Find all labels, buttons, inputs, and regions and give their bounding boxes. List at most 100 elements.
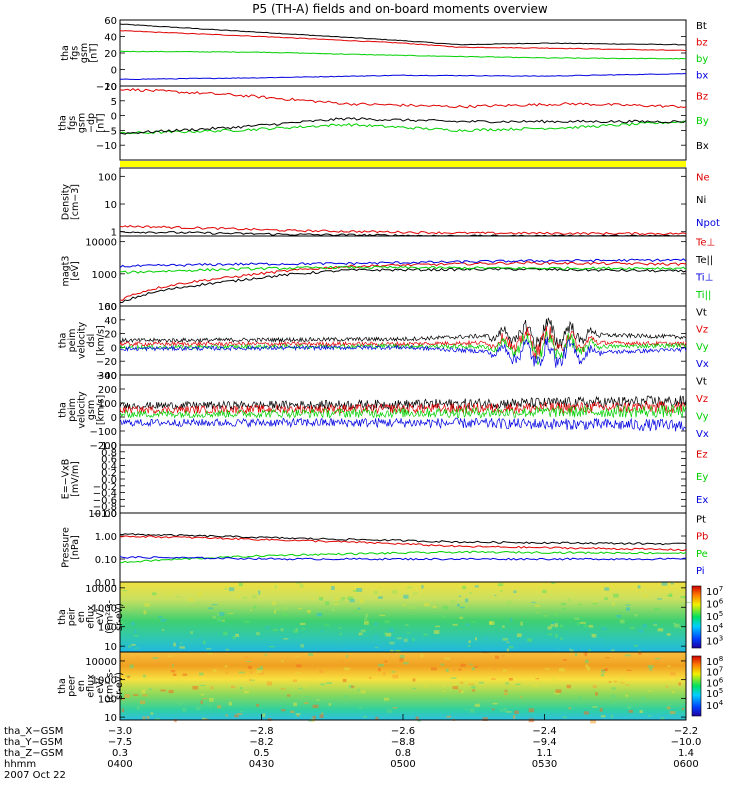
x-annotation-label: tha_Z−GSM (4, 748, 63, 759)
y-axis-label: en (76, 611, 87, 623)
plot-title: P5 (TH-A) fields and on-board moments ov… (252, 2, 548, 16)
y-tick-label: −0.2 (93, 482, 117, 493)
y-axis-label: [nT] (96, 113, 107, 132)
y-axis-label: gsm (77, 113, 88, 133)
legend-fgs-gsm-dp-2: Bx (696, 141, 709, 152)
legend-temperature-2: Ti⊥ (695, 273, 713, 284)
y-tick-label: 0 (111, 413, 117, 424)
legend-efield-2: Ex (696, 495, 708, 506)
legend-temperature-0: Te⊥ (695, 238, 715, 249)
y-axis-label: sr-eV) (114, 603, 125, 631)
legend-velocity-gsm-0: Vt (696, 377, 707, 388)
x-annotation-value: −8.8 (391, 737, 415, 748)
x-annotation-label: tha_X−GSM (4, 726, 63, 737)
legend-velocity-gsm-3: Vx (696, 429, 709, 440)
y-axis-label: tha (57, 609, 68, 625)
x-annotation-value: −7.5 (108, 737, 132, 748)
y-axis-label: peim (67, 329, 78, 353)
legend-temperature-1: Te|| (695, 255, 713, 266)
y-axis-label: velocity (77, 322, 88, 360)
y-axis-label: [eV] (70, 261, 81, 281)
y-axis-label: peer (67, 675, 78, 697)
y-tick-label: −100 (90, 427, 117, 438)
y-tick-label: 60 (104, 302, 117, 313)
y-tick-label: 200 (98, 385, 117, 396)
y-tick-label: −0.4 (93, 489, 117, 500)
y-axis-label: (cm²-s- (105, 600, 116, 634)
colorbar-tick-label: 104 (706, 622, 724, 635)
series-fgs-gsm-bz (119, 30, 687, 52)
y-axis-label: −dp (86, 113, 97, 133)
y-tick-label: −200 (90, 441, 117, 452)
colorbar-tick-label: 106 (706, 597, 724, 610)
y-tick-label: 10.00 (88, 509, 117, 520)
x-axis-annotation: tha_X−GSM −3.0 −2.8 −2.6 −2.4 −2.2 tha_Y−GSM −7… (4, 714, 701, 781)
y-tick-label: 100 (98, 172, 117, 183)
y-axis-label: gsm (79, 43, 90, 63)
y-axis-label: [km/s] (96, 395, 107, 425)
y-tick-label: −0.6 (93, 495, 117, 506)
legend-velocity-dsl-3: Vx (696, 359, 709, 370)
y-axis-label: [nT] (88, 43, 99, 62)
y-axis-label: en (76, 680, 87, 692)
state-bar-fill (120, 161, 686, 167)
y-tick-label: 10 (104, 642, 117, 653)
series-pressure-Pt (119, 533, 687, 546)
legend-density-2: Npot (696, 218, 720, 229)
y-tick-label: 20 (104, 49, 117, 60)
y-tick-label: −20 (96, 357, 117, 368)
y-tick-label: 60 (104, 16, 117, 27)
panel-efield: 1.00.80.60.40.20.0−0.2−0.4−0.6−0.8−1.0 E=… (60, 441, 708, 520)
y-tick-label: −40 (96, 371, 117, 382)
y-tick-label: 20 (104, 330, 117, 341)
legend-temperature-3: Ti|| (695, 290, 711, 301)
x-annotation-value: −2.4 (532, 726, 556, 737)
legend-fgs-gsm-dp-0: Bz (696, 92, 708, 103)
legend-pressure-2: Pe (696, 549, 708, 560)
pressure-frame (119, 512, 687, 583)
y-axis-label: dsl (86, 334, 97, 348)
y-tick-label: 1.00 (95, 532, 117, 543)
x-annotation-value: 1.4 (678, 748, 694, 759)
y-axis-label: E=−VxB (60, 459, 71, 500)
legend-density-1: Ni (696, 195, 706, 206)
series-velocity-dsl-Vx (119, 336, 687, 368)
series-pressure-Pb (119, 535, 687, 552)
y-tick-label: 100 (98, 302, 117, 313)
panel-temperature: 10000 1000 100 magt3[eV] Te⊥ Te|| Ti⊥ Ti|| (60, 235, 715, 313)
x-annotation-value: 0.8 (395, 748, 411, 759)
y-tick-label: 10000 (85, 584, 117, 595)
legend-density-0: Ne (696, 172, 710, 183)
series-fgs-gsm-by (119, 50, 687, 60)
y-tick-label: 40 (104, 316, 117, 327)
series-velocity-dsl-Vz (119, 325, 687, 359)
legend-fgs-gsm-3: bx (696, 71, 708, 82)
series-density-Ne (119, 224, 687, 236)
x-annotation-value: −2.6 (391, 726, 415, 737)
y-axis-label: tha (58, 402, 69, 418)
fgs-gsm-dp-frame (119, 85, 687, 161)
y-tick-label: 0.6 (101, 455, 117, 466)
series-velocity-gsm-Vt (119, 395, 687, 411)
series-fgs-gsm-dp-Bz (119, 87, 687, 109)
y-axis-label: [cm−3] (70, 184, 81, 220)
series-temperature-Ti⊥ (119, 258, 687, 269)
legend-efield-1: Ey (696, 472, 708, 483)
y-tick-label: −5 (102, 126, 117, 137)
x-annotation-value: 0600 (673, 759, 698, 770)
y-tick-label: 0 (111, 112, 117, 123)
y-tick-label: 0.0 (101, 475, 117, 486)
panels-layer: 6040200−20thafgsgsm[nT]Btbzbybx1050−5−10… (57, 16, 724, 724)
y-tick-label: 300 (98, 371, 117, 382)
legend-fgs-gsm-1: bz (696, 38, 708, 49)
y-tick-label: −20 (96, 82, 117, 93)
legend-velocity-gsm-2: Vy (696, 412, 709, 423)
velocity-dsl-frame (119, 305, 687, 376)
series-fgs-gsm-dp-Bx (119, 117, 687, 135)
series-pressure-Pi (119, 555, 686, 561)
